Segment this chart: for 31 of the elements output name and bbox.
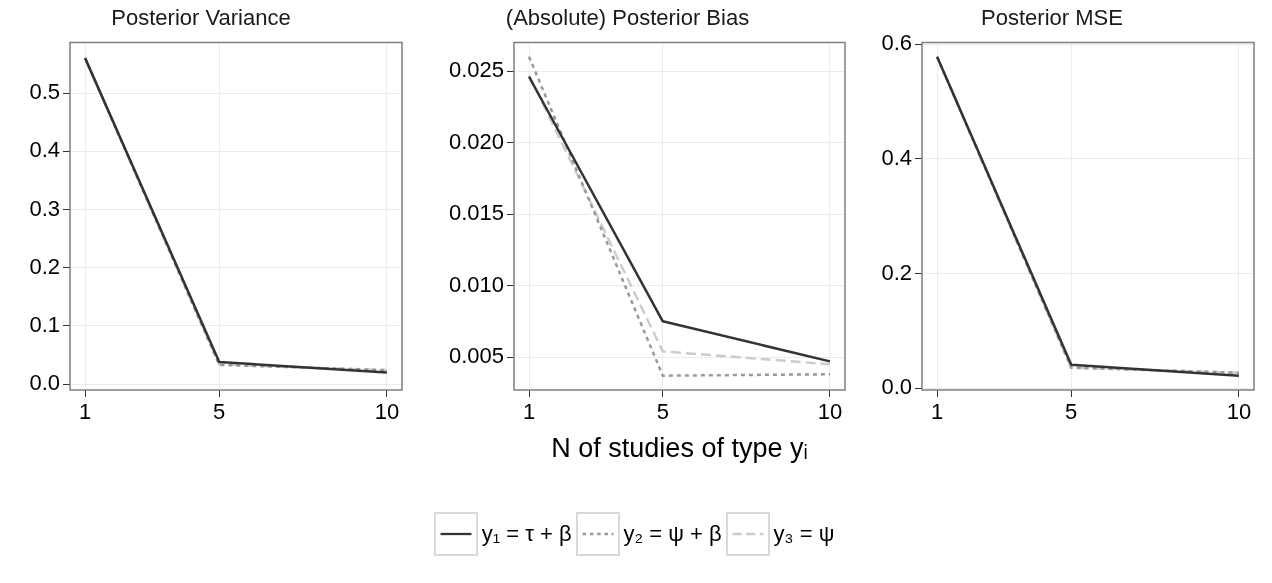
y-tick-label: 0.4 [29, 137, 60, 163]
y-tick-label: 0.0 [29, 370, 60, 396]
chart-title: Posterior Variance [111, 5, 291, 31]
y-tick-label: 0.020 [448, 128, 504, 154]
y-tick-label: 0.5 [29, 79, 60, 105]
y-tick-label: 0.2 [29, 253, 60, 279]
y-tick-label: 0.2 [881, 259, 912, 285]
chart-title: (Absolute) Posterior Bias [505, 5, 750, 31]
x-tick-label: 10 [374, 399, 400, 425]
y-tick-label: 0.1 [29, 312, 60, 338]
legend-label: y₂ = ψ + β [623, 521, 722, 547]
y-tick-label: 0.005 [448, 343, 504, 369]
legend-label: y₁ = τ + β [481, 521, 572, 547]
y-tick-label: 0.010 [448, 271, 504, 297]
x-tick-label: 5 [213, 399, 226, 425]
y-tick-label: 0.6 [881, 30, 912, 56]
chart-title: Posterior MSE [981, 5, 1123, 31]
y-tick-label: 0.4 [881, 144, 912, 170]
legend-label: y₃ = ψ [773, 521, 835, 547]
y-tick-label: 0.025 [448, 57, 504, 83]
x-tick-label: 5 [1065, 399, 1078, 425]
y-tick-label: 0.3 [29, 195, 60, 221]
x-axis-title: N of studies of type yᵢ [551, 433, 808, 464]
x-tick-label: 10 [817, 399, 843, 425]
y-tick-label: 0.015 [448, 200, 504, 226]
x-tick-label: 1 [522, 399, 536, 425]
y-tick-label: 0.0 [881, 374, 912, 400]
x-tick-label: 10 [1226, 399, 1252, 425]
x-tick-label: 1 [930, 399, 944, 425]
x-tick-label: 5 [656, 399, 669, 425]
x-tick-label: 1 [78, 399, 92, 425]
